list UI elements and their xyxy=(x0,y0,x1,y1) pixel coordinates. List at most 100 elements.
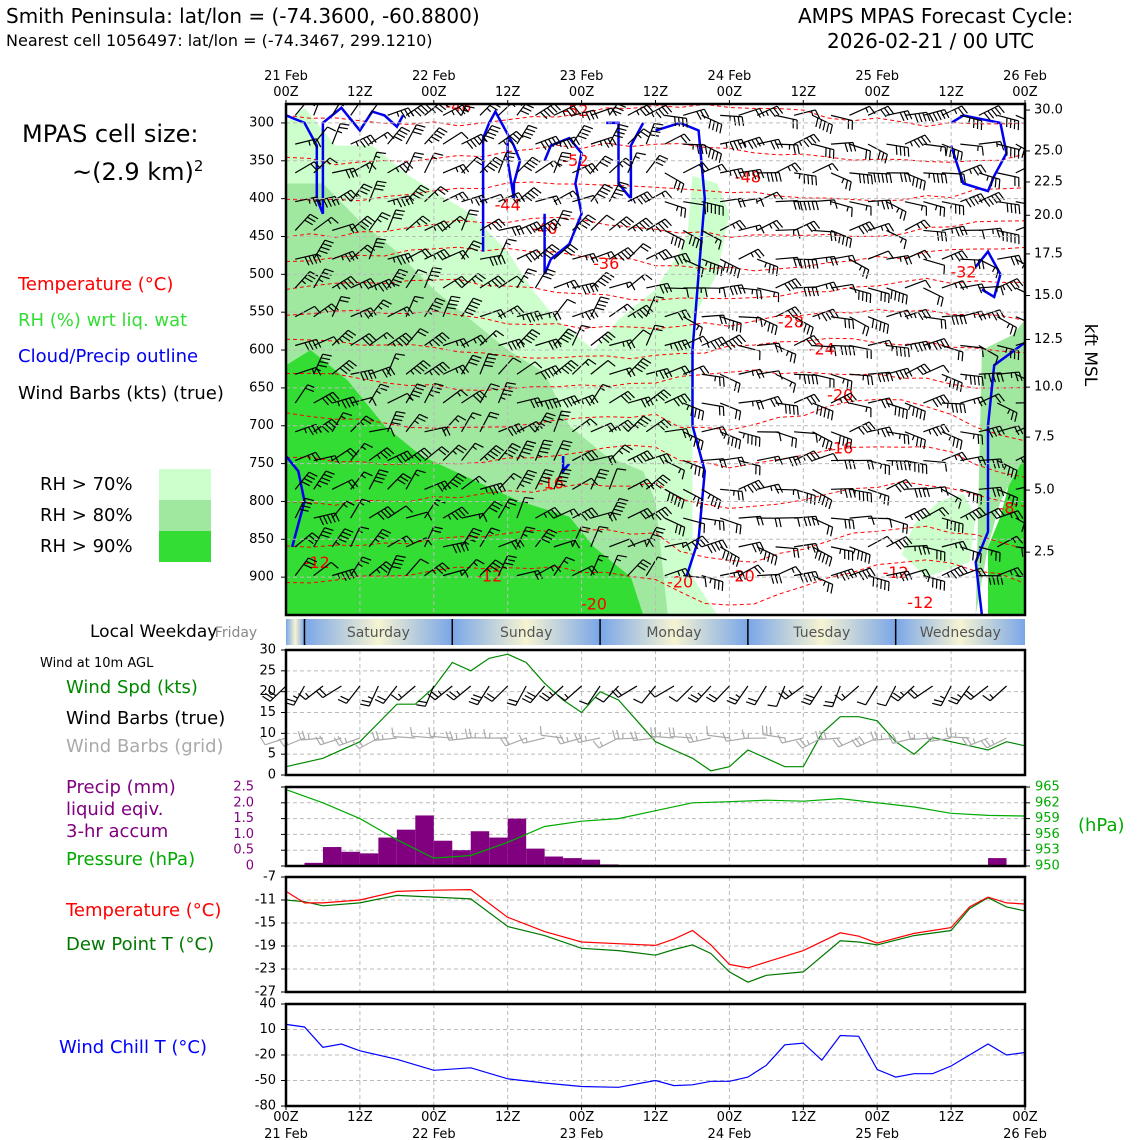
surface-barb-true-84-feather xyxy=(778,692,786,700)
wind-barb-622-half xyxy=(973,399,976,405)
wind-barb-381-feather xyxy=(723,314,727,325)
wind-barb-267 xyxy=(572,449,599,462)
wind-barb-571-feather xyxy=(915,408,919,418)
wind-barb-489-feather xyxy=(824,498,829,508)
wind-barb-468-feather xyxy=(807,374,811,385)
wind-barb-354 xyxy=(664,517,686,537)
wind-barb-233-feather xyxy=(542,443,552,447)
wind-barb-450-half xyxy=(785,350,789,356)
wind-barb-519-feather xyxy=(866,375,870,385)
wind-barb-369 xyxy=(682,460,705,478)
wind-barb-379-half xyxy=(704,261,708,267)
wind-barb-279-feather xyxy=(596,303,607,307)
bottom-hour-label-6: 00Z xyxy=(717,1110,743,1125)
surface-barb-grid-21-staff xyxy=(393,736,416,739)
cloud-outline-9 xyxy=(286,455,306,548)
wind-barb-81-feather xyxy=(379,469,389,473)
surface-barb-true-93 xyxy=(834,685,860,701)
wind-barb-97-feather xyxy=(406,450,414,459)
wind-barb-627 xyxy=(960,546,982,563)
wind-barb-536-feather xyxy=(881,372,886,382)
wind-barb-272-feather xyxy=(611,107,617,117)
wind-barb-145-half xyxy=(455,368,459,374)
surface-barb-true-60 xyxy=(633,685,656,704)
wind-barb-306-feather xyxy=(643,106,651,115)
wind-barb-672 xyxy=(1015,373,1025,380)
wind-barb-369-half xyxy=(690,463,694,470)
temp-tick-label-2: -15 xyxy=(255,916,276,931)
wind-barb-158-feather xyxy=(469,246,479,252)
wind-barb-40-feather xyxy=(340,282,348,290)
wind-barb-408-feather xyxy=(755,109,761,118)
wind-barb-1-feather xyxy=(312,139,318,149)
wind-barb-446-feather xyxy=(796,229,801,239)
wind-barb-543-feather xyxy=(887,581,890,592)
dewpoint-line xyxy=(285,894,1026,983)
wind-barb-575-feather xyxy=(916,511,924,520)
wind-barb-627-feather xyxy=(975,552,979,562)
wind-barb-668-feather xyxy=(1033,270,1036,279)
wind-barb-207-feather xyxy=(530,189,539,197)
wind-barb-165-feather xyxy=(474,442,484,448)
surface-barb-grid-9-feather xyxy=(315,736,322,746)
wind-barb-465-feather xyxy=(815,286,820,297)
wind-barb-176-half xyxy=(487,282,492,287)
wind-barb-251 xyxy=(553,468,572,490)
wind-barb-465-feather xyxy=(803,287,808,297)
wind-barb-248-feather xyxy=(570,396,577,406)
precip-bar-2 xyxy=(341,851,360,866)
wind-barb-582 xyxy=(923,229,948,242)
surface-barb-grid-15-feather xyxy=(352,741,360,749)
surface-barb-true-30 xyxy=(446,685,472,701)
wind-barb-415 xyxy=(738,316,763,328)
wind-barb-280-feather xyxy=(601,336,610,344)
wind-barb-484-feather xyxy=(833,346,837,357)
wind-barb-236-feather xyxy=(543,535,553,541)
right-tick-label-1: 25.0 xyxy=(1034,143,1063,158)
surface-barb-true-27-half xyxy=(437,690,442,696)
wind-barb-451-feather xyxy=(792,383,797,393)
wind-barb-600-feather xyxy=(954,253,961,262)
wind-barb-559 xyxy=(886,536,913,550)
wind-barb-524-feather xyxy=(870,515,875,526)
wind-barb-234 xyxy=(534,469,555,490)
wind-barb-191-feather xyxy=(515,226,521,236)
wind-barb-421-feather xyxy=(747,484,754,493)
wind-barb-631-feather xyxy=(994,178,997,188)
wind-barb-375-staff xyxy=(701,143,722,155)
wind-barb-144-feather xyxy=(459,339,466,348)
wind-barb-591-feather xyxy=(944,486,949,496)
wind-barb-44-feather xyxy=(352,396,359,406)
wind-barb-610-feather xyxy=(958,542,965,551)
wind-barb-486 xyxy=(812,402,834,421)
wind-barb-111-feather xyxy=(416,365,425,372)
wind-barb-651-feather xyxy=(1010,256,1016,266)
legend-precip-3: 3-hr accum xyxy=(66,821,169,842)
wind-barb-643 xyxy=(978,507,1005,520)
wind-barb-294-feather xyxy=(617,253,625,261)
wind-barb-503-half xyxy=(839,398,843,404)
wind-barb-592 xyxy=(923,506,950,519)
wind-barb-206-feather xyxy=(529,159,538,166)
wind-barb-175-feather xyxy=(501,254,506,264)
wind-barb-647-staff xyxy=(997,143,1019,150)
wind-barb-408-feather xyxy=(759,108,765,117)
wind-barb-112-feather xyxy=(416,383,426,388)
wind-barb-500-feather xyxy=(844,318,847,328)
wind-barb-679-half xyxy=(1029,578,1030,583)
wind-barb-546-feather xyxy=(899,172,903,183)
temp-label-10: -20 xyxy=(827,386,853,405)
wind-barb-56 xyxy=(350,244,376,260)
wind-barb-487-feather xyxy=(829,441,833,452)
wind-barb-168-feather xyxy=(473,527,483,532)
surface-barb-grid-102-feather xyxy=(892,733,898,743)
wind-barb-437-half xyxy=(774,456,777,463)
wind-barb-601-half xyxy=(954,283,958,289)
wind-barb-506-feather xyxy=(848,488,852,498)
wind-barb-170-feather xyxy=(489,104,498,111)
wind-barb-299-feather xyxy=(627,390,635,399)
wind-barb-667-feather xyxy=(1033,224,1038,232)
wind-barb-649-feather xyxy=(1010,203,1013,213)
wind-barb-375 xyxy=(701,143,723,163)
wind-barb-114 xyxy=(405,447,432,462)
